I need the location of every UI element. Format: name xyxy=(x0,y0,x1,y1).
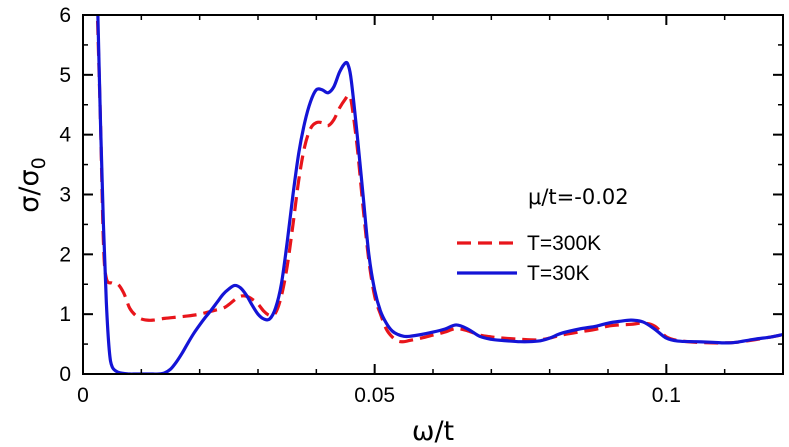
y-tick-label: 1 xyxy=(59,303,71,326)
legend: T=300K T=30K xyxy=(457,232,601,285)
series-line-t30k xyxy=(96,15,783,374)
annotation-mu: μ/t=-0.02 xyxy=(528,185,629,209)
x-tick-label: 0.05 xyxy=(354,384,395,407)
legend-label-t30k: T=30K xyxy=(527,262,589,285)
x-axis-title: ω/t xyxy=(412,416,454,447)
y-axis-title-main: σ/σ xyxy=(14,169,45,212)
ticks-layer: 0 0.05 0.1 0 1 2 3 4 5 6 xyxy=(59,4,784,407)
x-tick-label: 0 xyxy=(77,384,89,407)
legend-label-t300k: T=300K xyxy=(527,232,601,255)
x-tick-label: 0.1 xyxy=(652,384,681,407)
plot-frame xyxy=(82,14,784,375)
y-tick-label: 0 xyxy=(59,363,71,386)
y-axis-title: σ/σ0 xyxy=(14,157,50,212)
y-tick-label: 4 xyxy=(59,124,71,147)
series-line-t300k xyxy=(95,20,783,345)
y-tick-label: 6 xyxy=(59,4,71,27)
y-axis-title-subscript: 0 xyxy=(28,157,50,169)
series-layer xyxy=(95,15,783,374)
y-tick-label: 5 xyxy=(59,64,71,87)
y-tick-label: 2 xyxy=(59,243,71,266)
y-tick-label: 3 xyxy=(59,184,71,207)
